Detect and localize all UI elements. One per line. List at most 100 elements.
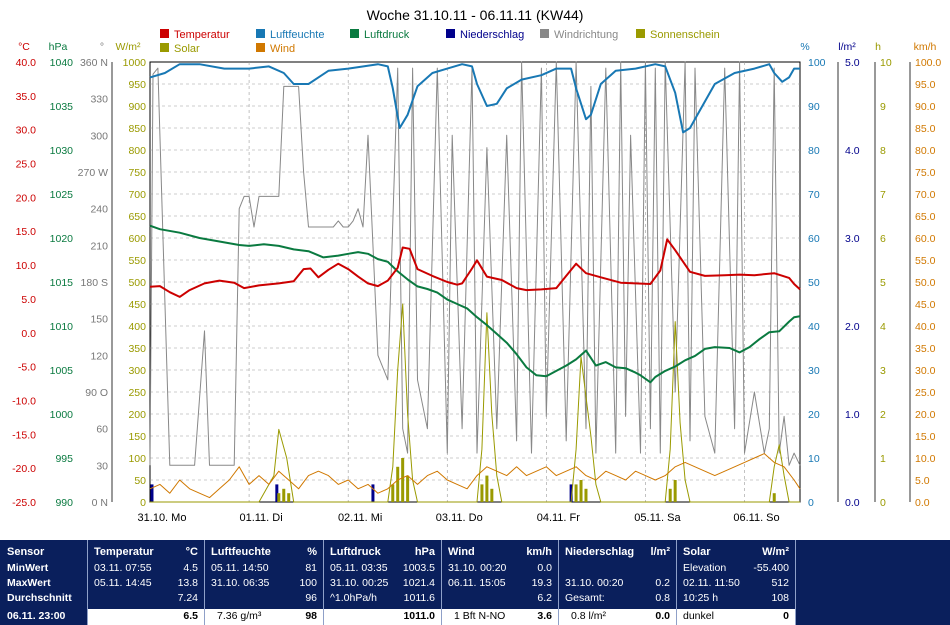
y-tick-label-temperature: 40.0 [16, 57, 37, 69]
solar-average: 108 [771, 592, 789, 604]
stats-solar-column: Solar W/m² Elevation -55.400 02.11. 11:50 5… [677, 540, 796, 625]
precipitation-period: 0.8 l/m² [571, 610, 607, 622]
last-timestamp: 06.11. 23:00 [7, 610, 66, 622]
y-tick-label-temperature: 15.0 [16, 226, 37, 238]
chart-title: Woche 31.10.11 - 06.11.11 (KW44) [367, 7, 584, 23]
y-tick-label-wind: 30.0 [915, 365, 936, 377]
stats-wind-column: Wind km/h 31.10. 00:20 0.0 06.11. 15:05 19.… [442, 540, 559, 625]
bar-sonnenschein [490, 488, 494, 502]
y-tick-label-direction: 240 [90, 204, 108, 216]
wind-min-value: 0.0 [537, 562, 552, 574]
y-tick-label-wind: 70.0 [915, 189, 936, 201]
legend-swatch [160, 29, 169, 38]
bar-sonnenschein [485, 475, 489, 502]
y-tick-label-humidity: 70 [808, 189, 820, 201]
y-tick-label-solar: 500 [128, 277, 146, 289]
y-tick-label-sunshine: 3 [880, 365, 886, 377]
y-tick-label-humidity: 10 [808, 453, 820, 465]
y-tick-label-pressure: 1015 [50, 277, 74, 289]
legend-label: Luftdruck [364, 29, 410, 41]
legend-swatch [636, 29, 645, 38]
y-axis-unit-wind: km/h [914, 41, 937, 53]
y-tick-label-sunshine: 9 [880, 101, 886, 113]
bar-sonnenschein [584, 488, 588, 502]
y-tick-label-pressure: 1000 [50, 409, 74, 421]
y-tick-label-wind: 15.0 [915, 431, 936, 443]
y-tick-label-solar: 1000 [123, 57, 147, 69]
y-tick-label-temperature: 0.0 [21, 328, 36, 340]
precipitation-max-time: 31.10. 00:20 [565, 577, 624, 589]
y-tick-label-temperature: -5.0 [18, 362, 36, 374]
y-tick-label-temperature: -20.0 [12, 463, 36, 475]
y-tick-label-sunshine: 8 [880, 145, 886, 157]
y-tick-label-pressure: 990 [55, 497, 73, 509]
avg-label: Durchschnitt [7, 592, 72, 604]
y-tick-label-solar: 250 [128, 387, 146, 399]
temperature-current: 6.5 [183, 610, 198, 622]
bar-sonnenschein [401, 458, 405, 502]
solar-max-value: 512 [771, 577, 789, 589]
legend-swatch [160, 43, 169, 52]
wind-header: Wind [448, 546, 475, 558]
y-axis-unit-rain: l/m² [838, 41, 856, 53]
pressure-average: 1011.6 [403, 592, 435, 604]
max-label: MaxWert [7, 577, 51, 589]
stats-sensor-column: Sensor MinWert MaxWert Durchschnitt 06.1… [0, 540, 88, 625]
y-tick-label-humidity: 20 [808, 409, 820, 421]
solar-sunshine-hours: 10:25 h [683, 592, 719, 604]
humidity-unit: % [307, 546, 317, 558]
humidity-min-time: 05.11. 14:50 [211, 562, 269, 574]
y-tick-label-temperature: -10.0 [12, 395, 36, 407]
temperature-min-value: 4.5 [183, 562, 198, 574]
y-tick-label-solar: 300 [128, 365, 146, 377]
y-tick-label-rain: 5.0 [845, 57, 860, 69]
y-tick-label-solar: 0 [140, 497, 146, 509]
y-tick-label-humidity: 30 [808, 365, 820, 377]
y-tick-label-wind: 35.0 [915, 343, 936, 355]
legend-label: Temperatur [174, 29, 230, 41]
x-tick-label: 06.11. So [733, 512, 779, 524]
y-tick-label-solar: 850 [128, 123, 146, 135]
y-axis-unit-sunshine: h [875, 41, 881, 53]
y-axis-unit-temperature: °C [18, 41, 30, 53]
solar-max-time: 02.11. 11:50 [683, 577, 740, 589]
min-label: MinWert [7, 562, 49, 574]
legend-label: Windrichtung [554, 29, 618, 41]
y-tick-label-solar: 400 [128, 321, 146, 333]
y-tick-label-temperature: -15.0 [12, 429, 36, 441]
legend: Temperatur Luftfeuchte Luftdruck Niederschl… [160, 29, 720, 55]
x-tick-label: 03.11. Do [436, 512, 483, 524]
series-line-luftfeuchte [149, 63, 800, 134]
y-tick-label-solar: 600 [128, 233, 146, 245]
y-tick-label-direction: 0 N [92, 497, 108, 509]
wind-max-time: 06.11. 15:05 [448, 577, 506, 589]
wind-current: 3.6 [537, 610, 552, 622]
solar-header: Solar [683, 546, 711, 558]
y-axis-unit-solar: W/m² [115, 41, 141, 53]
y-tick-label-humidity: 50 [808, 277, 820, 289]
pressure-max-value: 1021.4 [402, 577, 435, 589]
humidity-min-value: 81 [305, 562, 317, 574]
y-tick-label-direction: 90 O [85, 387, 108, 399]
bar-sonnenschein [673, 480, 677, 502]
x-tick-label: 01.11. Di [239, 512, 282, 524]
y-tick-label-humidity: 0 [808, 497, 814, 509]
y-tick-label-direction: 120 [90, 350, 108, 362]
y-tick-label-humidity: 100 [808, 57, 826, 69]
y-tick-label-wind: 95.0 [915, 79, 936, 91]
y-tick-label-sunshine: 7 [880, 189, 886, 201]
y-tick-label-temperature: 5.0 [21, 294, 36, 306]
stats-humidity-column: Luftfeuchte% 05.11. 14:50 81 31.10. 06:35… [205, 540, 324, 625]
legend-swatch [350, 29, 359, 38]
y-tick-label-direction: 150 [90, 314, 108, 326]
y-tick-label-humidity: 60 [808, 233, 820, 245]
solar-state: dunkel [683, 610, 714, 622]
legend-label: Wind [270, 43, 295, 55]
bar-sonnenschein [277, 493, 281, 502]
y-tick-label-humidity: 40 [808, 321, 820, 333]
y-tick-label-rain: 4.0 [845, 145, 860, 157]
y-tick-label-sunshine: 10 [880, 57, 892, 69]
y-tick-label-pressure: 1035 [50, 101, 74, 113]
solar-unit: W/m² [762, 546, 789, 558]
y-tick-label-direction: 180 S [81, 277, 108, 289]
